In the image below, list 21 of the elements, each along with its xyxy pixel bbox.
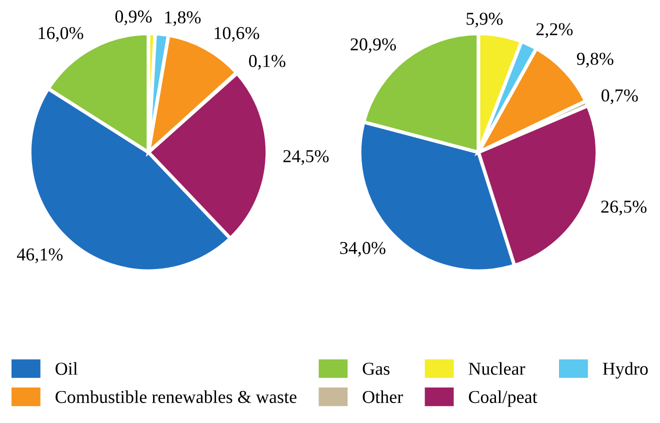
data-label: 20,9%: [350, 38, 396, 54]
data-label: 46,1%: [16, 248, 63, 264]
data-label: 16,0%: [38, 26, 84, 42]
legend-label: Other: [362, 390, 403, 404]
data-label: 0,9%: [115, 10, 152, 26]
legend-label: Coal/peat: [468, 390, 538, 407]
data-label: 9,8%: [576, 52, 614, 68]
data-label: 24,5%: [283, 150, 329, 165]
data-label: 26,5%: [601, 200, 647, 216]
data-label: 0,7%: [602, 89, 638, 104]
legend-label: Oil: [56, 362, 78, 375]
legend-label: Gas: [362, 362, 390, 375]
data-label: 2,2%: [536, 23, 573, 38]
legend-label: Nuclear: [468, 362, 526, 375]
data-label: 1,8%: [165, 11, 201, 26]
legend-label: Combustible renewables & waste: [56, 390, 296, 404]
data-label: 0,1%: [249, 54, 286, 70]
legend-label: Hydro: [602, 362, 648, 379]
data-label: 34,0%: [340, 242, 386, 257]
data-label: 5,9%: [466, 12, 503, 28]
data-label: 10,6%: [214, 26, 260, 42]
